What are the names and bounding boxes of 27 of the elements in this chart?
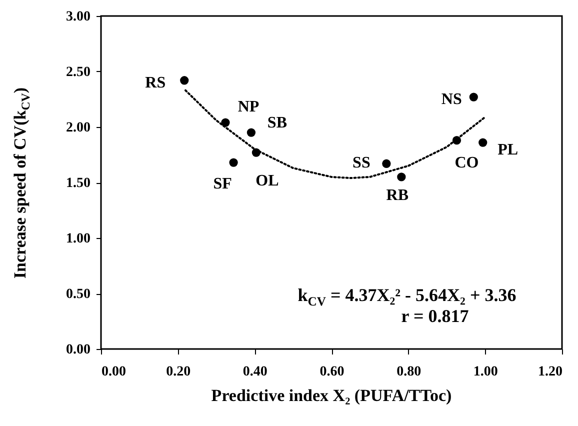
x-tick-label: 0.00: [102, 364, 126, 380]
x-tick-label: 1.20: [538, 364, 562, 380]
x-tick-label: 0.60: [320, 364, 344, 380]
series-label: RB: [386, 186, 409, 204]
y-tick-label: 2.50: [66, 65, 90, 80]
y-tick-label: 1.00: [66, 232, 90, 246]
x-tick-label: 0.40: [242, 364, 268, 380]
y-tick-label: 0.00: [66, 342, 90, 358]
series-label: NP: [238, 98, 260, 116]
y-tick-label: 0.50: [66, 287, 90, 302]
series-label: PL: [498, 142, 518, 159]
x-tick-label: 0.20: [166, 364, 191, 380]
series-label: NS: [441, 91, 462, 108]
x-tick-label: 0.80: [396, 364, 422, 380]
series-label: SF: [213, 176, 232, 193]
x-axis-title: Predictive index X₂ (PUFA/TToc): [211, 386, 452, 406]
y-tick-label: 1.50: [66, 176, 90, 191]
annotation: r = 0.817: [401, 306, 469, 327]
series-label: OL: [256, 172, 279, 190]
y-tick-label: 3.00: [66, 10, 90, 24]
y-tick-label: 2.00: [66, 120, 90, 136]
series-label: SB: [267, 114, 288, 132]
x-tick-label: 1.00: [473, 364, 498, 380]
annotation: k$_{CV}$ = 4.37X₂² - 5.64X₂ + 3.36: [298, 285, 516, 309]
series-label: RS: [145, 74, 166, 92]
series-label: SS: [352, 154, 370, 172]
series-label: CO: [454, 154, 479, 172]
